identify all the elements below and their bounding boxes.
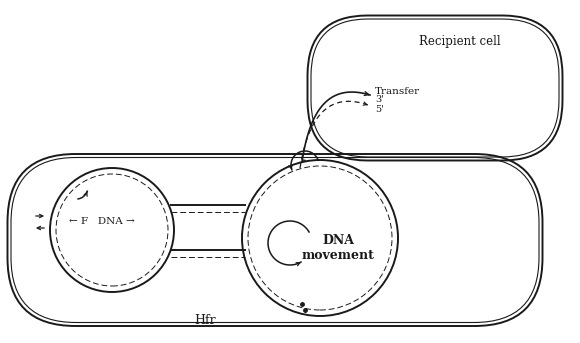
Text: DNA
movement: DNA movement (302, 234, 375, 262)
Text: Recipient cell: Recipient cell (419, 35, 501, 47)
Text: Transfer: Transfer (375, 86, 420, 95)
Text: 3': 3' (375, 95, 384, 105)
Text: 5': 5' (375, 105, 384, 114)
Text: Hfr: Hfr (194, 315, 216, 328)
Text: ← F   DNA →: ← F DNA → (69, 217, 135, 226)
